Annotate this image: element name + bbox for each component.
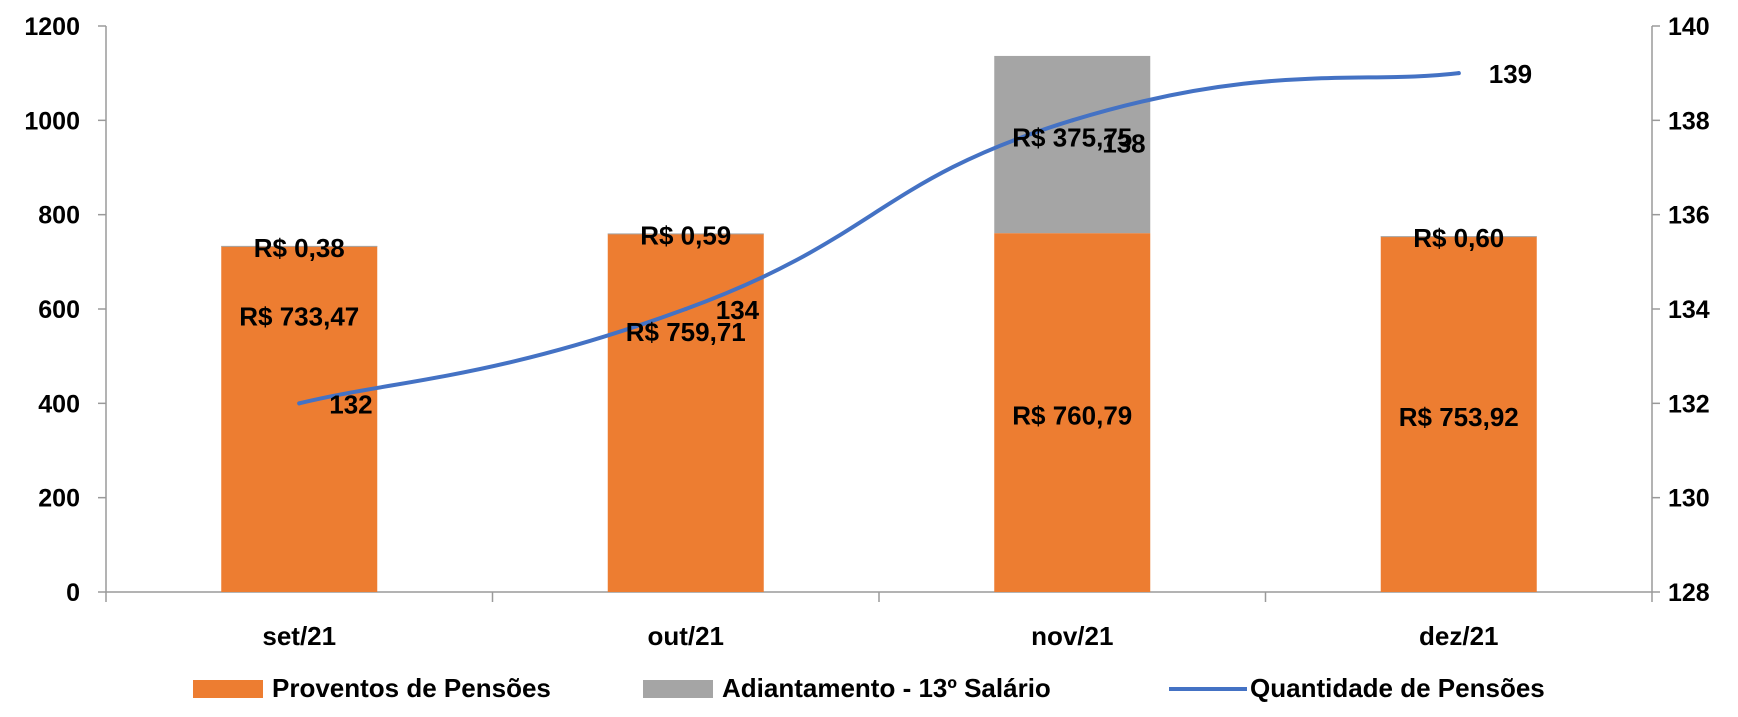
- right-tick-label: 132: [1668, 390, 1710, 418]
- bar-proventos: [1380, 236, 1537, 592]
- right-tick-label: 138: [1668, 107, 1710, 135]
- left-tick-label: 200: [38, 485, 80, 513]
- bar-proventos: [607, 233, 764, 593]
- data-label-adiantamento: R$ 0,38: [254, 233, 345, 263]
- bar-proventos: [994, 233, 1151, 593]
- right-tick-label: 128: [1668, 579, 1710, 607]
- right-tick-label: 134: [1668, 296, 1710, 324]
- left-tick-label: 0: [66, 579, 80, 607]
- data-label-quantidade: 138: [1102, 128, 1145, 158]
- line-point: [683, 307, 688, 311]
- data-label-proventos: R$ 760,79: [1012, 401, 1132, 431]
- data-label-adiantamento: R$ 0,59: [640, 220, 731, 250]
- left-tick-label: 1200: [24, 13, 80, 41]
- line-layer: [297, 71, 1461, 406]
- left-tick-label: 1000: [24, 107, 80, 135]
- line-point: [297, 401, 302, 406]
- data-labels-layer: R$ 733,47 R$ 0,38 R$ 759,71 R$ 0,59 R$ 760,7…: [239, 59, 1532, 432]
- legend-swatch-proventos: [193, 680, 263, 698]
- legend-swatch-adiantamento: [643, 680, 713, 698]
- legend-label-adiantamento: Adiantamento - 13º Salário: [722, 673, 1051, 703]
- data-label-quantidade: 132: [329, 389, 372, 419]
- data-label-quantidade: 139: [1489, 59, 1532, 89]
- line-point: [1070, 118, 1075, 123]
- bar-adiantamento: [221, 245, 378, 247]
- data-label-proventos: R$ 759,71: [626, 317, 746, 347]
- left-tick-label: 400: [38, 390, 80, 418]
- data-label-quantidade: 134: [716, 295, 760, 325]
- bars-layer: [221, 55, 1537, 593]
- left-tick-label: 800: [38, 202, 80, 230]
- right-tick-label: 140: [1668, 13, 1710, 41]
- left-tick-label: 600: [38, 296, 80, 324]
- x-category-label: out/21: [647, 621, 724, 651]
- legend: Proventos de Pensões Adiantamento - 13º S…: [193, 673, 1545, 703]
- line-quantidade: [297, 71, 1461, 406]
- x-category-label: dez/21: [1419, 621, 1499, 651]
- axes-layer: 0 200 400 600 800 1000 1200 128 130 132 134 136 138 1…: [24, 13, 1709, 651]
- legend-label-proventos: Proventos de Pensões: [272, 673, 551, 703]
- bar-adiantamento: [607, 233, 764, 235]
- legend-label-quantidade: Quantidade de Pensões: [1250, 673, 1545, 703]
- bar-proventos: [221, 246, 378, 593]
- data-label-proventos: R$ 733,47: [239, 302, 359, 332]
- line-point: [1456, 71, 1461, 76]
- data-label-adiantamento: R$ 0,60: [1413, 223, 1504, 253]
- bar-adiantamento: [1380, 236, 1537, 238]
- right-tick-label: 136: [1668, 202, 1710, 230]
- data-label-proventos: R$ 753,92: [1399, 402, 1519, 432]
- data-label-adiantamento: R$ 375,75: [1012, 123, 1132, 153]
- right-tick-label: 130: [1668, 485, 1710, 513]
- bar-adiantamento: [994, 55, 1151, 234]
- x-category-label: set/21: [262, 621, 336, 651]
- x-category-label: nov/21: [1031, 621, 1113, 651]
